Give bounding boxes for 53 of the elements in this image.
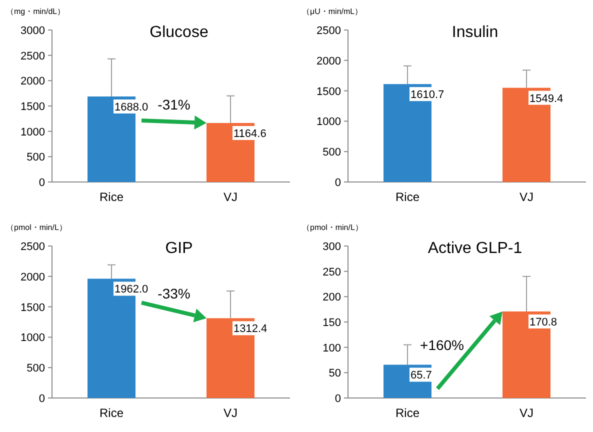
y-tick-label: 1000 xyxy=(20,332,45,344)
y-axis-title: （pmol・min/L） xyxy=(302,223,363,232)
x-tick-label: VJ xyxy=(519,406,534,420)
y-axis-title: （mg・min/dL） xyxy=(6,7,66,16)
y-tick-label: 0 xyxy=(38,177,45,189)
y-tick-label: 2000 xyxy=(316,55,341,68)
y-tick-label: 2500 xyxy=(316,25,341,37)
y-tick-label: 3000 xyxy=(20,25,45,37)
y-tick-label: 500 xyxy=(322,146,341,159)
y-tick-label: 300 xyxy=(322,241,341,253)
data-label: 65.7 xyxy=(410,370,432,382)
y-tick-label: 2000 xyxy=(20,76,45,88)
chart-title: Active GLP-1 xyxy=(428,240,522,257)
y-tick-label: 200 xyxy=(322,292,341,304)
data-label: 1688.0 xyxy=(114,101,148,114)
x-tick-label: Rice xyxy=(395,406,420,420)
x-tick-label: Rice xyxy=(395,190,420,204)
y-tick-label: 1000 xyxy=(20,126,45,138)
y-tick-label: 0 xyxy=(334,393,341,405)
y-tick-label: 100 xyxy=(322,342,341,354)
y-tick-label: 2500 xyxy=(20,50,45,62)
x-tick-label: VJ xyxy=(223,190,238,204)
y-tick-label: 2500 xyxy=(20,241,45,253)
data-label: 1610.7 xyxy=(410,89,444,102)
y-axis-title: （pmol・min/L） xyxy=(6,223,67,232)
data-label: 1962.0 xyxy=(114,284,148,296)
x-tick-label: Rice xyxy=(99,190,124,204)
y-tick-label: 1500 xyxy=(20,302,45,314)
data-label: 1164.6 xyxy=(234,128,266,140)
x-tick-label: VJ xyxy=(223,406,238,420)
y-tick-label: 1500 xyxy=(20,101,45,113)
y-tick-label: 250 xyxy=(322,266,341,278)
y-tick-label: 0 xyxy=(334,177,341,189)
y-tick-label: 500 xyxy=(26,152,45,164)
data-label: 1549.4 xyxy=(530,92,564,105)
chart-title: Insulin xyxy=(452,24,498,41)
annotation: -33% xyxy=(158,285,190,302)
y-axis-title: （μU・min/mL） xyxy=(302,7,363,16)
data-label: 170.8 xyxy=(530,316,558,328)
annotation: -31% xyxy=(158,96,190,113)
y-tick-label: 150 xyxy=(322,317,341,329)
y-tick-label: 2000 xyxy=(20,271,45,284)
x-tick-label: VJ xyxy=(519,190,534,204)
data-label: 1312.4 xyxy=(234,323,268,336)
y-tick-label: 50 xyxy=(328,368,341,380)
y-tick-label: 0 xyxy=(38,393,45,405)
y-tick-label: 1000 xyxy=(316,116,341,128)
y-tick-label: 500 xyxy=(26,362,45,375)
y-tick-label: 1500 xyxy=(316,86,341,98)
annotation: +160% xyxy=(420,337,464,354)
chart-title: Glucose xyxy=(150,24,208,41)
chart-title: GIP xyxy=(165,240,193,257)
x-tick-label: Rice xyxy=(99,406,124,420)
